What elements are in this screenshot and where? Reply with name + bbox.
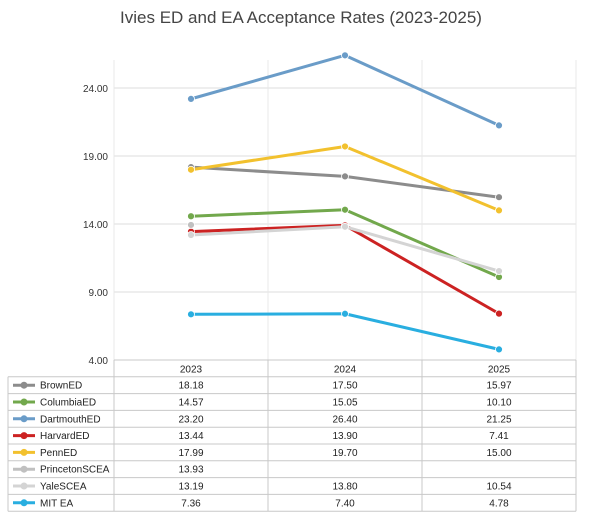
chart-title: Ivies ED and EA Acceptance Rates (2023-2…: [120, 8, 482, 27]
data-point: [187, 165, 195, 174]
data-table: 2023 2024 2025 BrownED 18.18 17.50 15.97 Columb…: [7, 359, 577, 512]
y-tick-label: 9.00: [89, 288, 109, 299]
table-value: 14.57: [178, 398, 203, 409]
table-value: 7.36: [181, 498, 201, 509]
series-line-mit-ea: [190, 312, 500, 351]
table-value: 15.97: [486, 381, 511, 392]
table-value: 7.40: [335, 498, 355, 509]
data-point: [187, 231, 195, 239]
data-point: [495, 267, 503, 275]
table-value: 7.41: [489, 431, 509, 442]
y-tick-label: 4.00: [89, 356, 109, 367]
series-lines: [190, 53, 500, 351]
legend-key-marker: [20, 448, 28, 456]
table-value: 18.18: [178, 381, 203, 392]
table-value: 4.78: [489, 498, 509, 509]
table-value: 10.54: [486, 482, 511, 493]
data-point: [341, 205, 349, 214]
table-value: 15.00: [486, 448, 511, 459]
series-points: [187, 51, 503, 354]
data-point: [495, 309, 503, 318]
table-value: 17.99: [178, 448, 203, 459]
table-header-year: 2025: [488, 365, 511, 376]
legend-series-name: PennED: [40, 448, 77, 459]
y-axis-ticks: 4.00 9.00 14.00 19.00 24.00: [83, 84, 108, 367]
table-value: 13.90: [332, 431, 357, 442]
data-point: [341, 309, 349, 318]
data-point: [341, 172, 349, 181]
data-point: [495, 121, 503, 130]
legend-series-name: YaleSCEA: [40, 482, 87, 493]
y-tick-label: 24.00: [83, 84, 108, 95]
data-point: [341, 51, 349, 60]
table-value: 23.20: [178, 414, 203, 425]
data-point: [495, 345, 503, 354]
data-point: [187, 94, 195, 103]
y-tick-label: 19.00: [83, 152, 108, 163]
legend-key-marker: [20, 482, 28, 490]
legend-series-name: DartmouthED: [40, 414, 101, 425]
table-value: 13.93: [178, 465, 203, 476]
data-point: [187, 221, 195, 229]
series-line-harvarded: [190, 223, 500, 315]
table-header-year: 2024: [334, 365, 357, 376]
legend-key-marker: [20, 415, 28, 423]
series-line-dartmouthed: [190, 53, 500, 127]
legend-series-name: HarvardED: [40, 431, 89, 442]
data-point: [187, 212, 195, 221]
table-value: 13.80: [332, 482, 357, 493]
data-point: [495, 206, 503, 215]
y-tick-label: 14.00: [83, 220, 108, 231]
data-point: [495, 193, 503, 202]
legend-key-marker: [20, 465, 28, 473]
series-line-yalescea: [190, 225, 500, 273]
legend-series-name: MIT EA: [40, 498, 73, 509]
table-header-year: 2023: [180, 365, 203, 376]
legend-key-marker: [20, 432, 28, 440]
table-value: 17.50: [332, 381, 357, 392]
legend-key-marker: [20, 499, 28, 507]
table-value: 15.05: [332, 398, 357, 409]
table-value: 26.40: [332, 414, 357, 425]
data-point: [341, 222, 349, 231]
table-value: 13.19: [178, 482, 203, 493]
legend-series-name: PrincetonSCEA: [40, 465, 110, 476]
legend-series-name: ColumbiaED: [40, 398, 96, 409]
legend-key-marker: [20, 398, 28, 406]
legend-key-marker: [20, 381, 28, 389]
table-value: 21.25: [486, 414, 511, 425]
data-point: [187, 310, 195, 319]
series-line-columbiaed: [190, 208, 500, 279]
legend-series-name: BrownED: [40, 381, 82, 392]
table-value: 13.44: [178, 431, 203, 442]
table-value: 19.70: [332, 448, 357, 459]
table-value: 10.10: [486, 398, 511, 409]
data-point: [341, 142, 349, 151]
